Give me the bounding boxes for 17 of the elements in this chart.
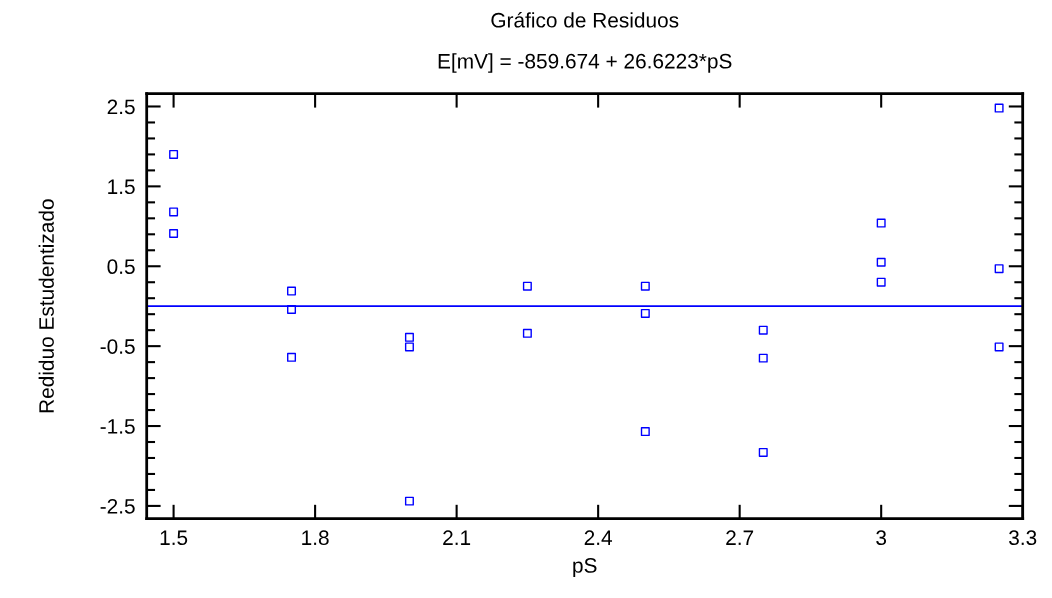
- x-tick-label: 2.1: [443, 530, 471, 545]
- chart-subtitle: E[mV] = -859.674 + 26.6223*pS: [438, 53, 732, 73]
- y-axis-title: Rediduo Estudentizado: [38, 199, 54, 413]
- x-tick-label: 3.3: [1009, 530, 1037, 546]
- x-tick-label: 2.7: [726, 530, 754, 545]
- y-tick-label: 2.5: [107, 99, 135, 115]
- x-tick-label: 1.5: [160, 530, 188, 546]
- y-tick-label: -1.5: [100, 419, 135, 434]
- x-tick-label: 1.8: [302, 530, 329, 546]
- chart-title: Gráfico de Residuos: [491, 12, 679, 28]
- y-tick-label: -0.5: [100, 339, 135, 354]
- y-tick-label: 0.5: [107, 259, 135, 275]
- x-tick-label: 2.4: [584, 530, 613, 545]
- y-tick-label: 1.5: [108, 179, 135, 195]
- x-tick-label: 3: [876, 530, 887, 546]
- x-axis-title: pS: [573, 558, 597, 577]
- y-tick-label: -2.5: [100, 498, 135, 514]
